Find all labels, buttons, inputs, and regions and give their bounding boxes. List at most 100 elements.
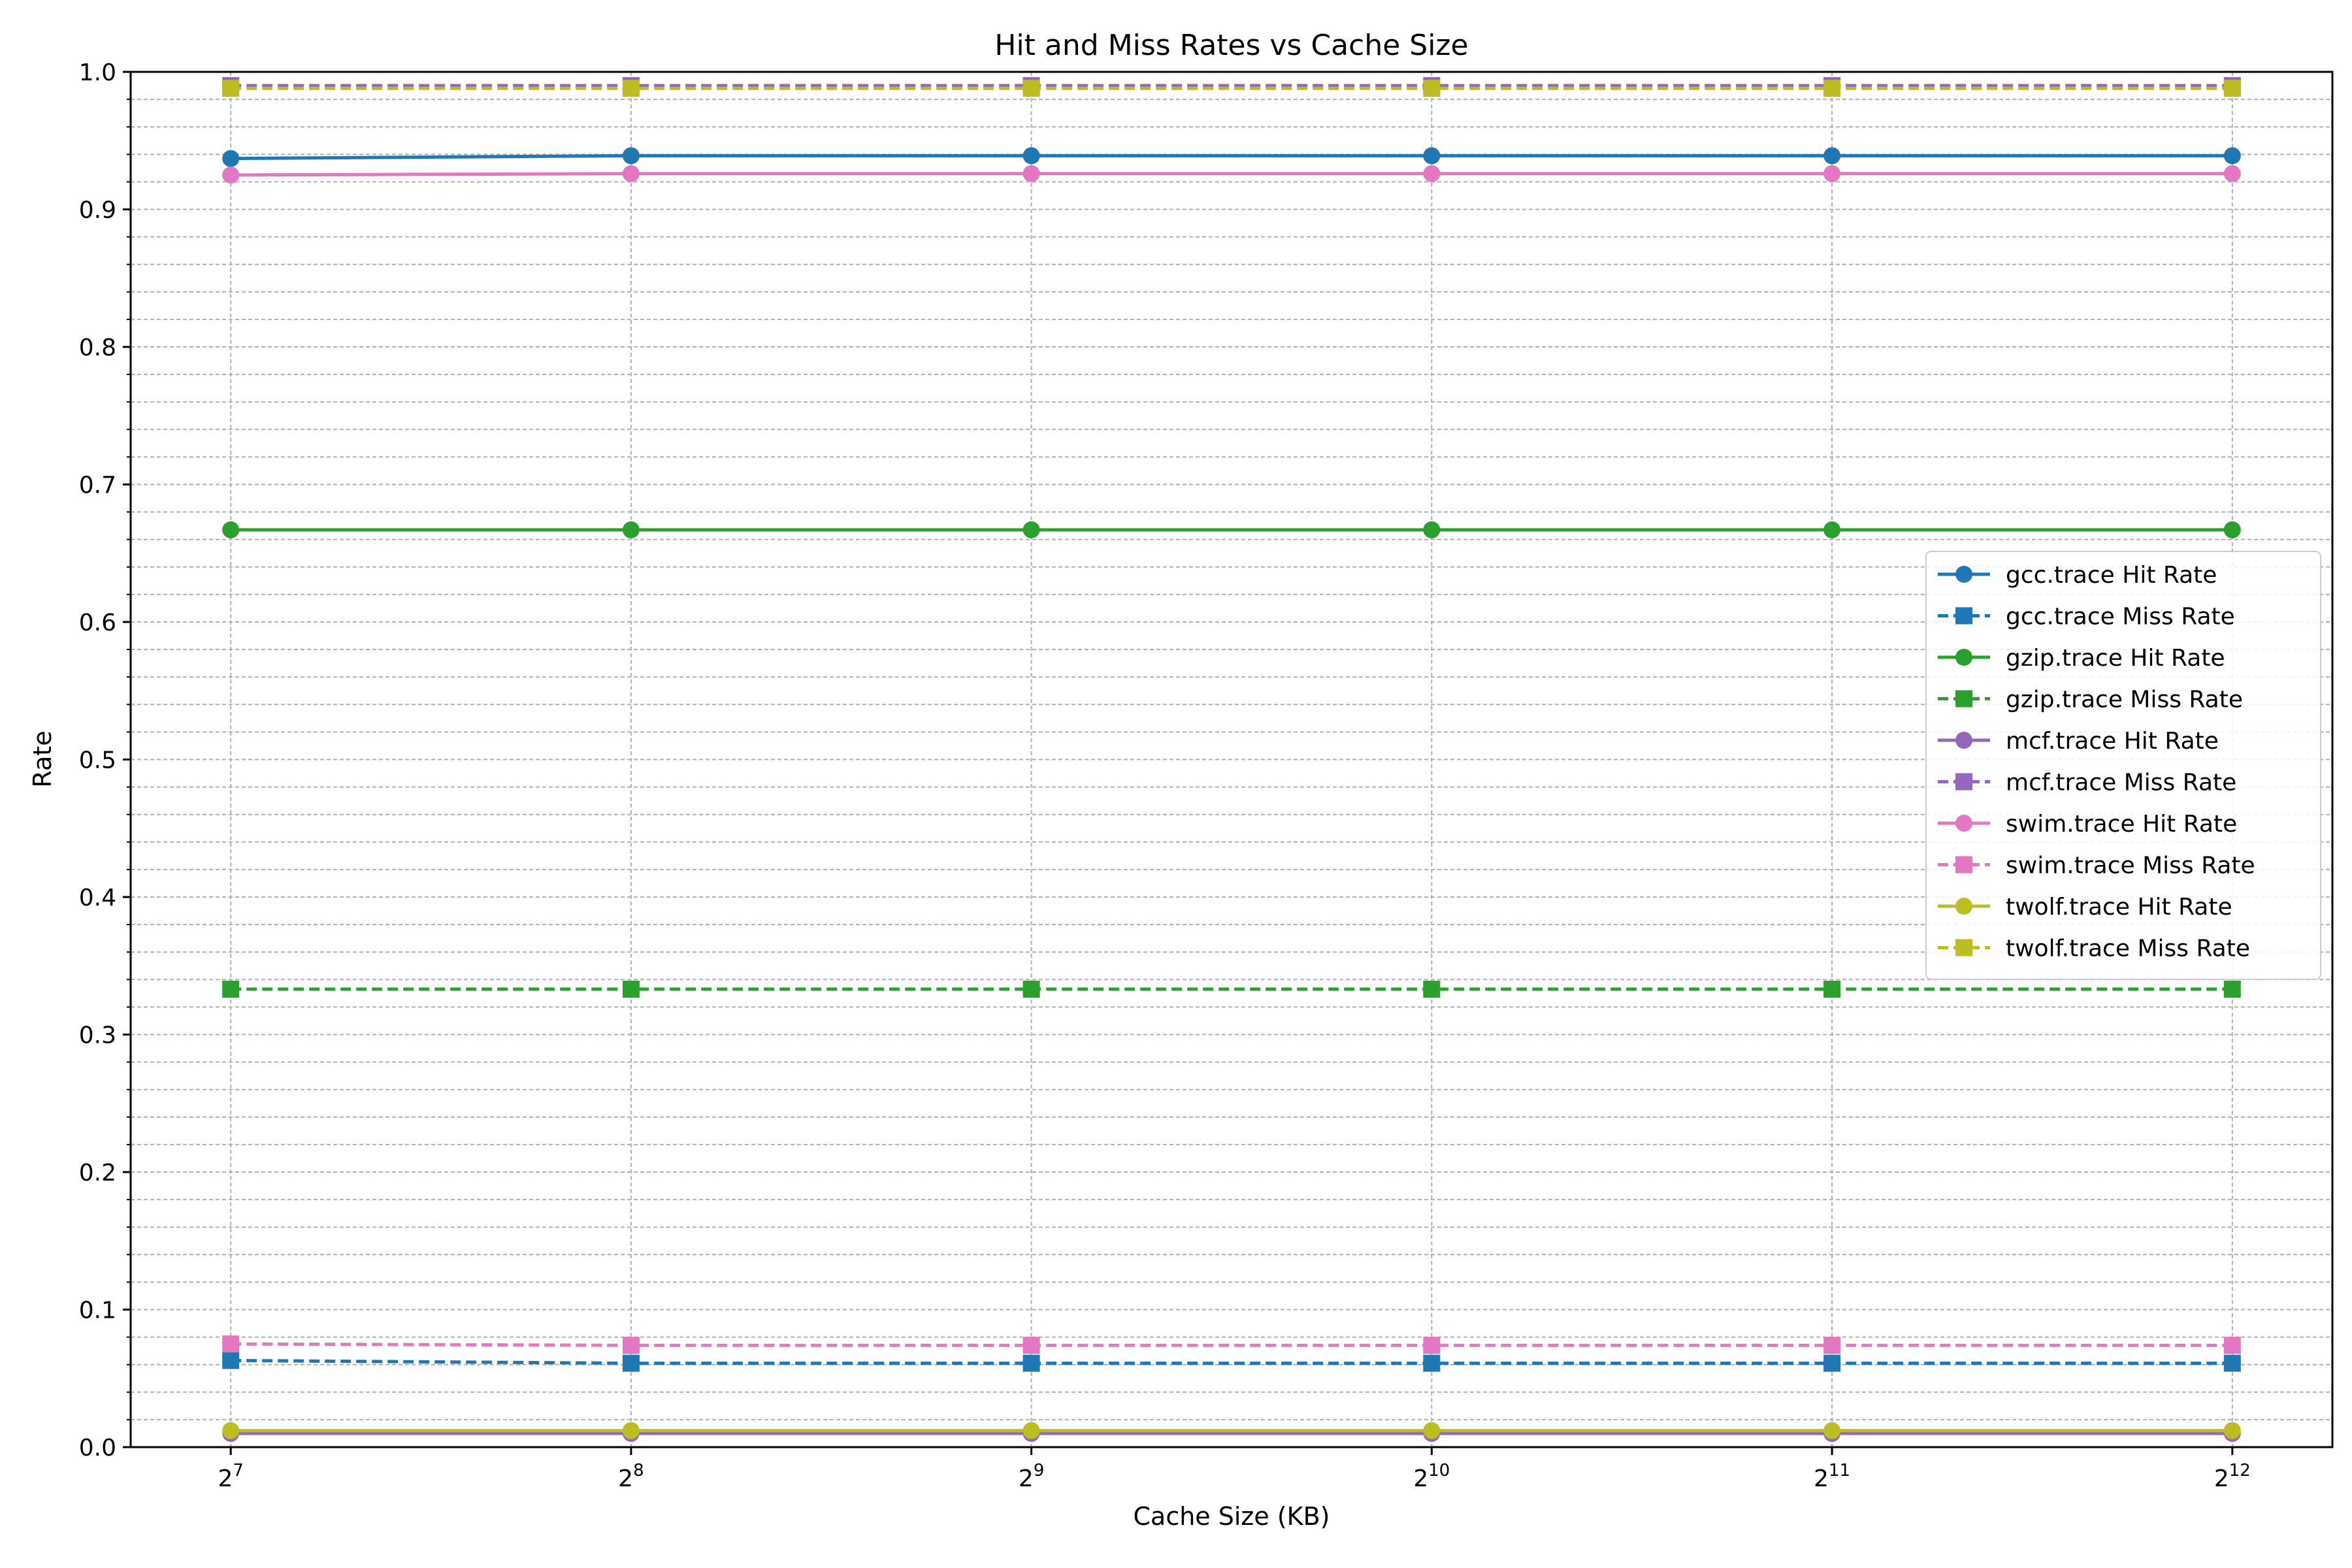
data-point <box>2223 165 2241 182</box>
data-point <box>622 1337 640 1354</box>
data-point <box>1022 147 1040 165</box>
legend-item: gzip.trace Miss Rate <box>1938 687 2243 713</box>
data-point <box>1423 1354 1441 1372</box>
plot-series <box>222 77 2241 1442</box>
data-point <box>622 80 640 97</box>
legend-item: twolf.trace Miss Rate <box>1938 936 2250 962</box>
legend-swatch-marker <box>1955 690 1972 708</box>
y-tick-label: 0.5 <box>79 747 116 774</box>
data-point <box>1022 80 1040 97</box>
data-point <box>622 981 640 998</box>
data-point <box>2223 1337 2241 1354</box>
data-point <box>1022 1422 1040 1439</box>
data-point <box>1823 981 1841 998</box>
data-point <box>622 521 640 538</box>
data-point <box>222 80 240 97</box>
data-point <box>2223 1354 2241 1372</box>
legend: gcc.trace Hit Rate gcc.trace Miss Rate gzi… <box>1925 551 2321 980</box>
legend-label: gcc.trace Hit Rate <box>2006 562 2217 589</box>
data-point <box>1022 521 1040 538</box>
data-point <box>1423 1337 1441 1354</box>
series-line <box>231 1358 2232 1365</box>
legend-item: gcc.trace Miss Rate <box>1938 604 2235 630</box>
x-tick-label: 28 <box>618 1461 644 1492</box>
data-point <box>1423 147 1441 165</box>
y-axis-label: Rate <box>28 730 57 787</box>
data-point <box>2223 147 2241 165</box>
series-twolf-trace-hit-rate <box>222 1422 2241 1439</box>
series-swim-trace-miss-rate <box>222 1335 2241 1354</box>
legend-item: mcf.trace Miss Rate <box>1938 770 2236 796</box>
legend-swatch-marker <box>1955 566 1972 583</box>
series-gzip-trace-hit-rate <box>222 521 2241 538</box>
legend-swatch-marker <box>1955 607 1972 625</box>
data-point <box>1022 1354 1040 1372</box>
y-tick-label: 0.2 <box>79 1160 116 1186</box>
legend-label: mcf.trace Miss Rate <box>2006 770 2236 796</box>
x-axis-label: Cache Size (KB) <box>1134 1502 1330 1531</box>
data-point <box>1823 165 1841 182</box>
data-point <box>222 150 240 167</box>
data-point <box>2223 1422 2241 1439</box>
data-point <box>1423 1422 1441 1439</box>
x-tick-label: 210 <box>1413 1461 1450 1492</box>
legend-label: mcf.trace Hit Rate <box>2006 728 2219 755</box>
series-gcc-trace-hit-rate <box>222 147 2241 167</box>
data-point <box>222 1422 240 1439</box>
legend-swatch-marker <box>1955 732 1972 749</box>
legend-label: twolf.trace Miss Rate <box>2006 936 2250 962</box>
legend-swatch-marker <box>1955 815 1972 832</box>
legend-swatch-marker <box>1955 649 1972 666</box>
legend-label: gzip.trace Hit Rate <box>2006 645 2225 672</box>
data-point <box>222 1352 240 1369</box>
x-tick-label: 211 <box>1814 1461 1850 1492</box>
data-point <box>622 1422 640 1439</box>
series-line <box>231 172 2232 177</box>
series-gzip-trace-miss-rate <box>222 981 2241 998</box>
legend-label: gzip.trace Miss Rate <box>2006 687 2243 713</box>
legend-item: twolf.trace Hit Rate <box>1938 894 2232 921</box>
data-point <box>1823 1354 1841 1372</box>
grid-lines <box>131 72 2332 1447</box>
data-point <box>622 1354 640 1372</box>
legend-swatch-marker <box>1955 939 1972 956</box>
series-twolf-trace-miss-rate <box>222 80 2241 97</box>
y-tick-label: 0.4 <box>79 885 116 911</box>
chart-title: Hit and Miss Rates vs Cache Size <box>994 29 1468 62</box>
series-line <box>231 1342 2232 1347</box>
x-axis-ticks: 27 28 29 210 211 212 <box>218 1447 2251 1492</box>
data-point <box>1022 1337 1040 1354</box>
data-point <box>222 981 240 998</box>
legend-item: gcc.trace Hit Rate <box>1938 562 2217 589</box>
y-tick-label: 0.9 <box>79 197 116 224</box>
legend-swatch-marker <box>1955 856 1972 874</box>
x-tick-label: 27 <box>218 1461 243 1492</box>
data-point <box>222 1335 240 1353</box>
data-point <box>1022 981 1040 998</box>
data-point <box>1423 165 1441 182</box>
y-tick-label: 0.1 <box>79 1298 116 1324</box>
data-point <box>2223 521 2241 538</box>
data-point <box>1823 1422 1841 1439</box>
series-line <box>231 154 2232 161</box>
legend-label: gcc.trace Miss Rate <box>2006 604 2235 630</box>
y-tick-label: 0.6 <box>79 610 116 636</box>
y-tick-label: 1.0 <box>79 59 116 86</box>
data-point <box>222 521 240 538</box>
y-tick-label: 0.7 <box>79 472 116 499</box>
x-tick-label: 29 <box>1019 1461 1044 1492</box>
series-gcc-trace-miss-rate <box>222 1352 2241 1372</box>
data-point <box>1823 1337 1841 1354</box>
data-point <box>622 147 640 165</box>
data-point <box>2223 80 2241 97</box>
legend-box <box>1925 551 2321 980</box>
legend-item: mcf.trace Hit Rate <box>1938 728 2219 755</box>
data-point <box>622 165 640 182</box>
data-point <box>222 166 240 184</box>
y-tick-label: 0.8 <box>79 335 116 361</box>
data-point <box>2223 981 2241 998</box>
data-point <box>1423 521 1441 538</box>
legend-item: swim.trace Hit Rate <box>1938 811 2237 838</box>
data-point <box>1423 981 1441 998</box>
